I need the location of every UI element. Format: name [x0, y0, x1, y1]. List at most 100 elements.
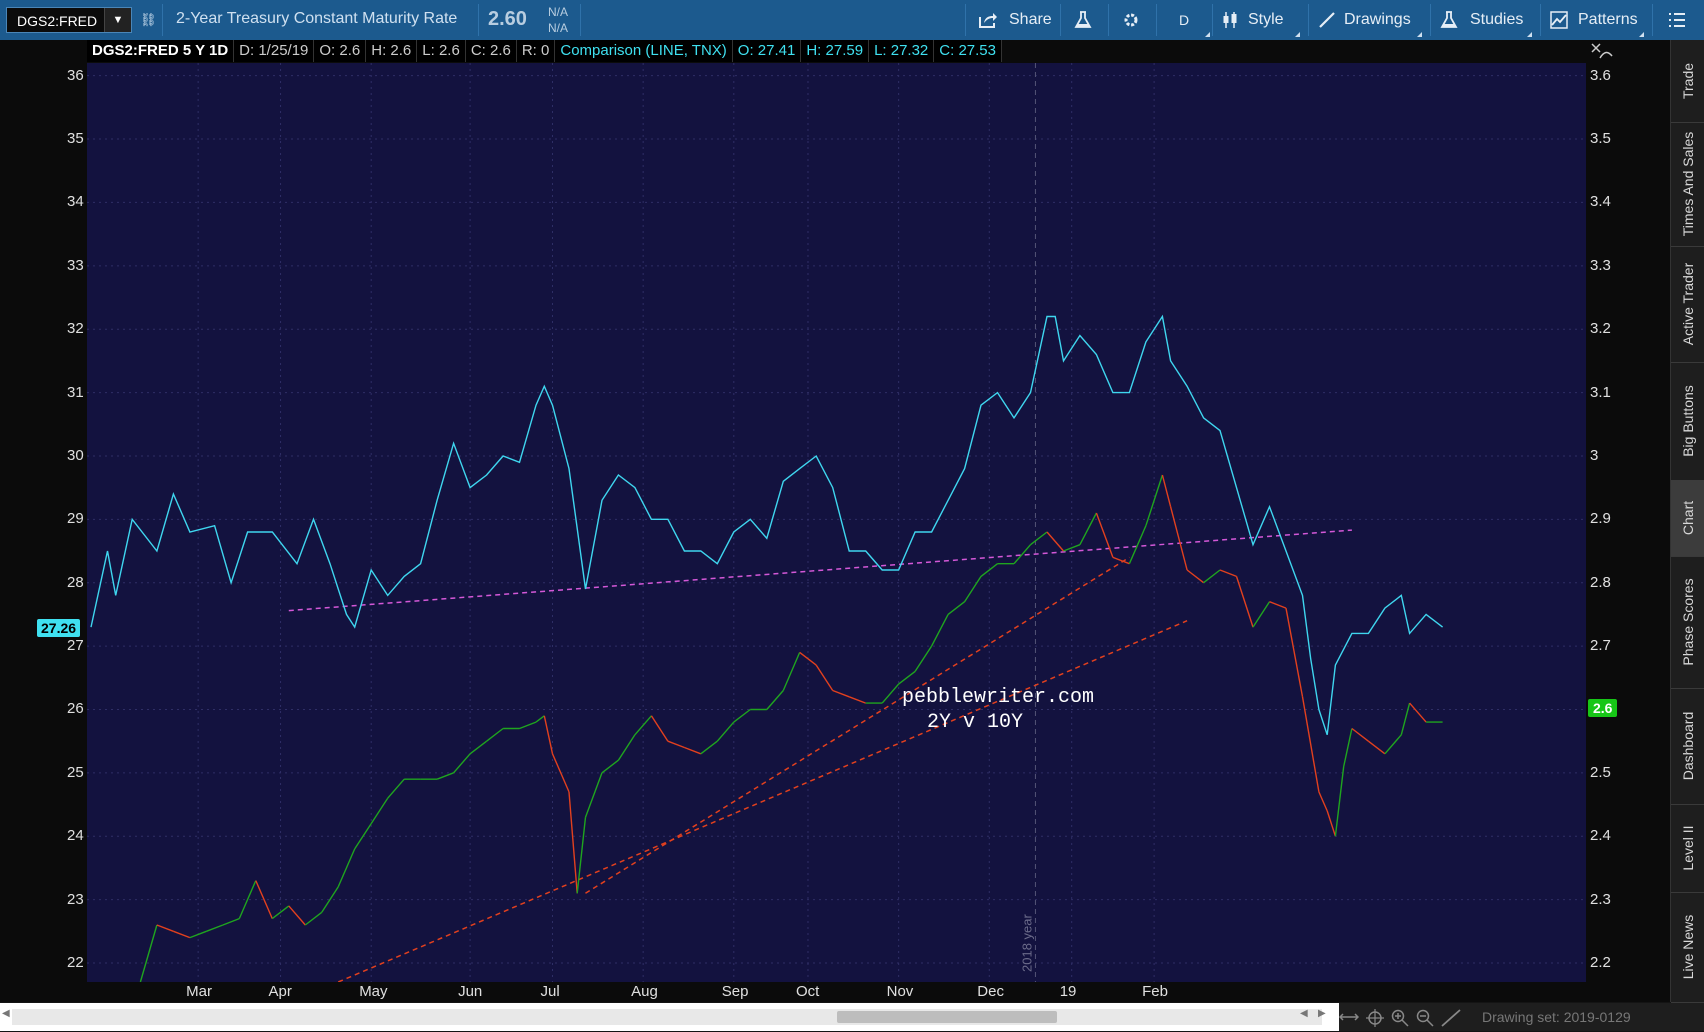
patterns-label: Patterns — [1578, 11, 1638, 28]
series-segment-dgs2 — [255, 880, 273, 919]
side-tab-live-news[interactable]: Live News — [1671, 892, 1704, 1003]
toolbar-divider — [478, 4, 479, 36]
crosshair-target-icon[interactable] — [1366, 1009, 1384, 1027]
series-segment-dgs2 — [930, 614, 949, 647]
trendline — [288, 529, 1352, 612]
info-range: R: 0 — [517, 40, 556, 62]
aggregation-button[interactable]: D — [1156, 0, 1212, 40]
series-segment-dgs2 — [1252, 601, 1271, 628]
series-segment-dgs2 — [453, 753, 471, 774]
series-segment-dgs2 — [1219, 569, 1237, 578]
scroll-track[interactable] — [12, 1009, 1322, 1025]
symbol-selector[interactable]: DGS2:FRED ▼ — [6, 7, 132, 33]
chart-annotation-line2: 2Y v 10Y — [927, 711, 1023, 734]
drawing-set-label[interactable]: Drawing set: 2019-0129 — [1482, 1009, 1631, 1025]
scroll-right-arrow-icon[interactable]: ▶ — [1318, 1008, 1326, 1019]
series-line-tnx — [90, 314, 1444, 736]
toolbar-divider — [162, 4, 163, 36]
side-tab-trade[interactable]: Trade — [1671, 40, 1704, 123]
pan-icon[interactable] — [1339, 1009, 1359, 1025]
scroll-left-arrow-icon[interactable]: ◀ — [2, 1008, 10, 1019]
series-segment-dgs2 — [1030, 531, 1048, 546]
series-segment-dgs2 — [815, 664, 834, 691]
series-segment-dgs2 — [716, 721, 735, 742]
series-segment-dgs2 — [1186, 569, 1205, 584]
time-axis-tick-label: Feb — [1142, 983, 1168, 1000]
time-axis-tick-label: 19 — [1059, 983, 1077, 1000]
right-axis-tick-label: 2.2 — [1590, 953, 1611, 971]
series-segment-dgs2 — [584, 772, 603, 818]
series-segment-dgs2 — [667, 740, 685, 749]
left-axis-tick-label: 36 — [67, 66, 84, 84]
left-axis-tick-label: 24 — [67, 827, 84, 845]
patterns-button[interactable]: Patterns — [1550, 0, 1646, 40]
dropdown-corner-icon — [1417, 32, 1422, 37]
side-tab-chart[interactable]: Chart — [1671, 480, 1704, 557]
series-segment-dgs2 — [1203, 569, 1221, 584]
chart-annotation-line1: pebblewriter.com — [902, 686, 1094, 709]
series-segment-dgs2 — [832, 689, 850, 698]
horizontal-scrollbar[interactable]: ◀ ◀ ▶ — [0, 1003, 1339, 1031]
time-axis-tick-label: Dec — [977, 983, 1004, 1000]
patterns-icon — [1550, 11, 1568, 29]
series-segment-dgs2 — [1367, 740, 1386, 755]
left-axis-tick-label: 35 — [67, 130, 84, 148]
share-label: Share — [1009, 11, 1052, 28]
info-close: C: 2.6 — [466, 40, 517, 62]
series-segment-dgs2 — [733, 708, 751, 723]
scroll-left-arrow-icon[interactable]: ◀ — [1300, 1008, 1308, 1019]
menu-button[interactable] — [1668, 0, 1690, 40]
year-separator-label: 2018 year — [1019, 914, 1034, 972]
series-segment-dgs2 — [964, 576, 982, 603]
series-segment-dgs2 — [222, 917, 240, 926]
candlestick-icon — [1223, 12, 1237, 28]
side-tab-phase-scores[interactable]: Phase Scores — [1671, 556, 1704, 689]
time-axis-tick-label: Jun — [458, 983, 483, 1000]
net-change: N/A — [548, 5, 569, 19]
zoom-out-icon[interactable] — [1416, 1009, 1434, 1027]
style-button[interactable]: Style — [1222, 0, 1302, 40]
info-comparison[interactable]: Comparison (LINE, TNX) — [555, 40, 733, 62]
series-segment-dgs2 — [288, 905, 306, 926]
symbol-text[interactable]: DGS2:FRED — [17, 13, 98, 29]
series-segment-dgs2 — [139, 924, 158, 982]
series-segment-dgs2 — [1334, 766, 1345, 837]
side-tab-times-and-sales[interactable]: Times And Sales — [1671, 122, 1704, 247]
side-tab-level-ii[interactable]: Level II — [1671, 804, 1704, 893]
info-cmp-open: O: 27.41 — [733, 40, 802, 62]
side-tab-big-buttons[interactable]: Big Buttons — [1671, 362, 1704, 481]
scroll-thumb[interactable] — [837, 1011, 1057, 1023]
series-segment-dgs2 — [576, 817, 587, 894]
left-axis-tick-label: 34 — [67, 193, 84, 211]
info-cmp-high: H: 27.59 — [801, 40, 870, 62]
percent-change: N/A — [548, 21, 569, 35]
right-axis-tick-label: 2.5 — [1590, 763, 1611, 781]
toolbar-divider — [1060, 4, 1061, 36]
series-segment-dgs2 — [1063, 544, 1081, 552]
zoom-in-icon[interactable] — [1391, 1009, 1409, 1027]
drawings-button[interactable]: Drawings — [1318, 0, 1424, 40]
series-segment-dgs2 — [1169, 506, 1188, 571]
series-segment-dgs2 — [782, 652, 801, 691]
flask-button[interactable] — [1074, 0, 1094, 40]
left-axis-tick-label: 31 — [67, 383, 84, 401]
settings-button[interactable] — [1122, 0, 1142, 40]
toolbar-divider — [1156, 4, 1157, 36]
aggregation-label: D — [1178, 12, 1190, 28]
link-icon[interactable]: ⛓ — [140, 12, 157, 27]
flask-icon — [1440, 11, 1458, 28]
crosshair-icon[interactable] — [1590, 42, 1614, 62]
side-tab-active-trader[interactable]: Active Trader — [1671, 246, 1704, 363]
left-axis-tick-label: 23 — [67, 890, 84, 908]
time-axis-tick-label: Jul — [540, 983, 560, 1000]
symbol-dropdown-icon[interactable]: ▼ — [104, 8, 131, 32]
series-segment-dgs2 — [321, 886, 339, 913]
share-button[interactable]: Share — [978, 0, 1052, 40]
draw-line-icon[interactable] — [1441, 1009, 1461, 1027]
series-segment-dgs2 — [519, 721, 537, 730]
series-segment-dgs2 — [617, 734, 636, 761]
right-axis-tick-label: 2.4 — [1590, 827, 1611, 845]
side-tab-dashboard[interactable]: Dashboard — [1671, 688, 1704, 805]
studies-button[interactable]: Studies — [1440, 0, 1534, 40]
